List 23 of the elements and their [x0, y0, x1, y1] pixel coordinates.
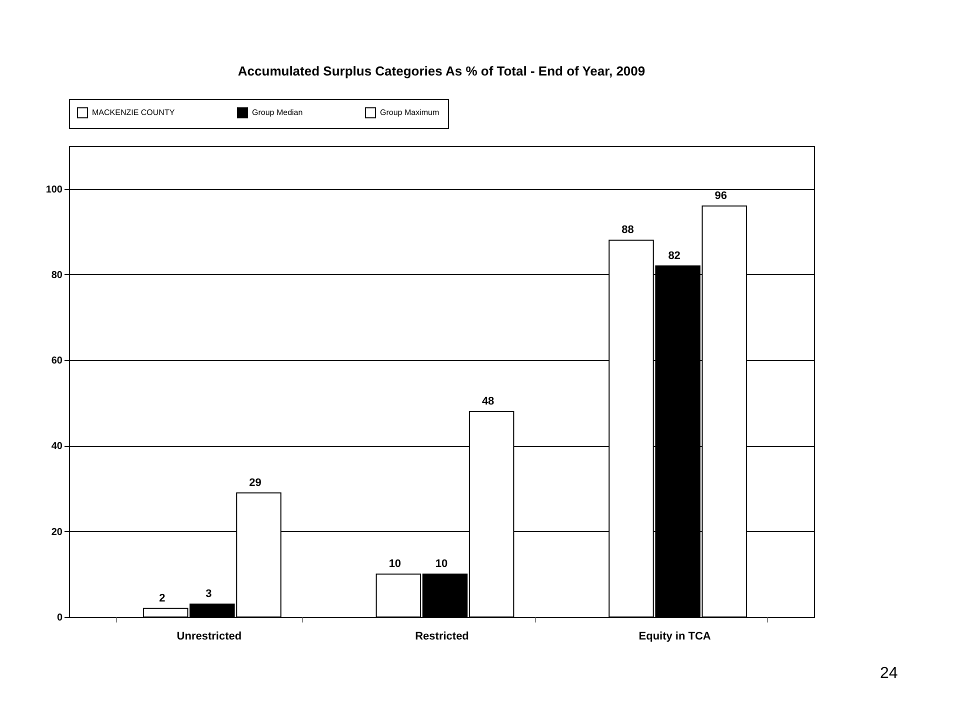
chart-title: Accumulated Surplus Categories As % of Total - End of Year, 2009	[238, 64, 646, 78]
data-label: 96	[714, 190, 727, 202]
y-tick-label: 20	[51, 526, 63, 538]
y-tick-label: 60	[51, 356, 63, 367]
data-label: 88	[622, 224, 634, 236]
legend-label: MACKENZIE COUNTY	[92, 108, 176, 117]
y-tick-label: 100	[46, 184, 63, 196]
x-tick-label: Equity in TCA	[638, 630, 711, 642]
data-label: 10	[388, 558, 402, 570]
x-tick-label: Unrestricted	[176, 630, 242, 642]
legend-label: Group Median	[252, 108, 303, 117]
x-tick-label: Restricted	[415, 630, 469, 642]
y-tick-label: 40	[51, 441, 63, 452]
text: 24	[880, 665, 898, 683]
data-label: 2	[159, 592, 166, 604]
data-label: 3	[206, 588, 212, 600]
y-tick-label: 0	[56, 612, 63, 624]
y-tick-label: 80	[51, 270, 63, 281]
data-label: 48	[482, 395, 494, 408]
data-label: 29	[249, 476, 262, 489]
data-label: 82	[668, 250, 680, 262]
legend-label: Group Maximum	[380, 108, 440, 117]
data-label: 10	[435, 558, 448, 570]
